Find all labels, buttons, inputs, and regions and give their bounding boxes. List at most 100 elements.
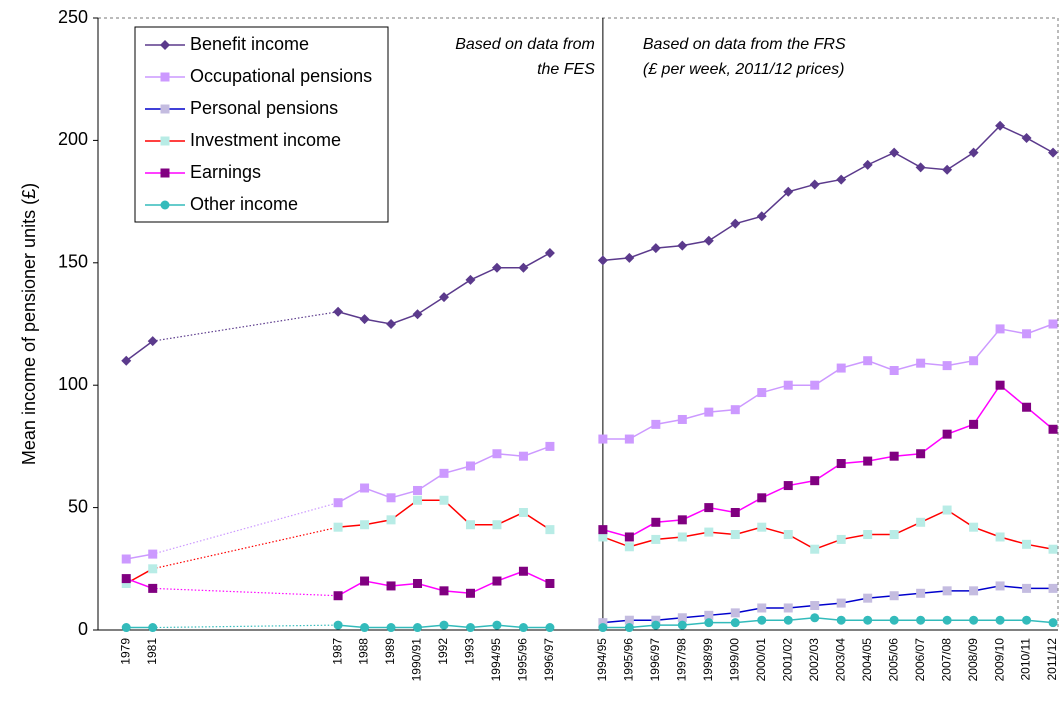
legend-label: Benefit income xyxy=(190,34,309,54)
point xyxy=(942,505,952,515)
point xyxy=(1048,424,1058,434)
point xyxy=(651,534,661,544)
point xyxy=(730,530,740,540)
point xyxy=(1022,615,1032,625)
x-tick-label: 1994/95 xyxy=(595,638,609,682)
point xyxy=(730,618,740,628)
legend-label: Occupational pensions xyxy=(190,66,372,86)
point xyxy=(333,522,343,532)
legend-marker xyxy=(160,72,170,82)
point xyxy=(360,520,370,530)
legend-marker xyxy=(160,136,170,146)
point xyxy=(836,534,846,544)
x-tick-label: 2006/07 xyxy=(913,638,927,682)
point xyxy=(439,468,449,478)
x-tick-label: 1993 xyxy=(463,638,477,665)
x-tick-label: 2010/11 xyxy=(1019,638,1033,681)
point xyxy=(1048,147,1059,158)
point xyxy=(863,593,873,603)
point xyxy=(730,507,740,517)
point xyxy=(995,581,1005,591)
point xyxy=(704,407,714,417)
point xyxy=(651,419,661,429)
point xyxy=(969,419,979,429)
x-tick-label: 1987 xyxy=(330,638,344,665)
y-tick-label: 150 xyxy=(58,252,88,272)
point xyxy=(783,603,793,613)
point xyxy=(121,574,131,584)
point xyxy=(518,566,528,576)
point xyxy=(360,623,370,633)
x-tick-label: 2011/12 xyxy=(1045,638,1059,681)
x-tick-label: 1979 xyxy=(118,638,132,665)
point xyxy=(148,583,158,593)
point xyxy=(942,615,952,625)
point xyxy=(598,532,608,542)
x-tick-label: 1981 xyxy=(145,638,159,665)
legend-marker xyxy=(160,168,170,178)
point xyxy=(916,588,926,598)
point xyxy=(863,530,873,540)
legend-label: Personal pensions xyxy=(190,98,338,118)
point xyxy=(862,159,873,170)
point xyxy=(544,248,555,259)
point xyxy=(386,623,396,633)
x-tick-label: 2003/04 xyxy=(833,638,847,682)
point xyxy=(386,319,397,329)
point xyxy=(624,252,635,263)
point xyxy=(916,449,926,459)
point xyxy=(598,525,608,535)
point xyxy=(836,174,847,185)
point xyxy=(889,591,899,601)
point xyxy=(942,164,953,175)
x-tick-label: 1989 xyxy=(383,638,397,665)
x-tick-label: 2004/05 xyxy=(860,638,874,682)
point xyxy=(863,356,873,366)
x-tick-label: 1990/91 xyxy=(410,638,424,682)
y-tick-label: 250 xyxy=(58,7,88,27)
point xyxy=(147,336,158,347)
point xyxy=(969,356,979,366)
point xyxy=(386,581,396,591)
x-tick-label: 2007/08 xyxy=(939,638,953,682)
point xyxy=(465,274,476,285)
point xyxy=(889,451,899,461)
gap-bridge xyxy=(152,526,339,570)
legend-label: Investment income xyxy=(190,130,341,150)
point xyxy=(863,615,873,625)
x-tick-label: 1999/00 xyxy=(727,638,741,682)
x-tick-label: 1996/97 xyxy=(542,638,556,682)
y-tick-label: 0 xyxy=(78,619,88,639)
point xyxy=(1022,583,1032,593)
annotation: (£ per week, 2011/12 prices) xyxy=(643,61,845,78)
point xyxy=(969,586,979,596)
point xyxy=(650,243,661,254)
point xyxy=(1048,319,1058,329)
point xyxy=(783,481,793,491)
point xyxy=(121,554,131,564)
point xyxy=(677,613,687,623)
y-tick-label: 100 xyxy=(58,374,88,394)
point xyxy=(413,623,423,633)
point xyxy=(757,522,767,532)
point xyxy=(677,620,687,630)
point xyxy=(889,530,899,540)
point xyxy=(598,434,608,444)
point xyxy=(439,620,449,630)
point xyxy=(1022,329,1032,339)
point xyxy=(545,525,555,535)
point xyxy=(677,414,687,424)
point xyxy=(598,618,608,628)
point xyxy=(412,309,423,320)
point xyxy=(916,517,926,527)
point xyxy=(492,576,502,586)
point xyxy=(915,162,926,173)
point xyxy=(916,615,926,625)
point xyxy=(995,120,1006,131)
point xyxy=(360,483,370,493)
point xyxy=(465,623,475,633)
point xyxy=(783,530,793,540)
point xyxy=(624,532,634,542)
point xyxy=(995,324,1005,334)
